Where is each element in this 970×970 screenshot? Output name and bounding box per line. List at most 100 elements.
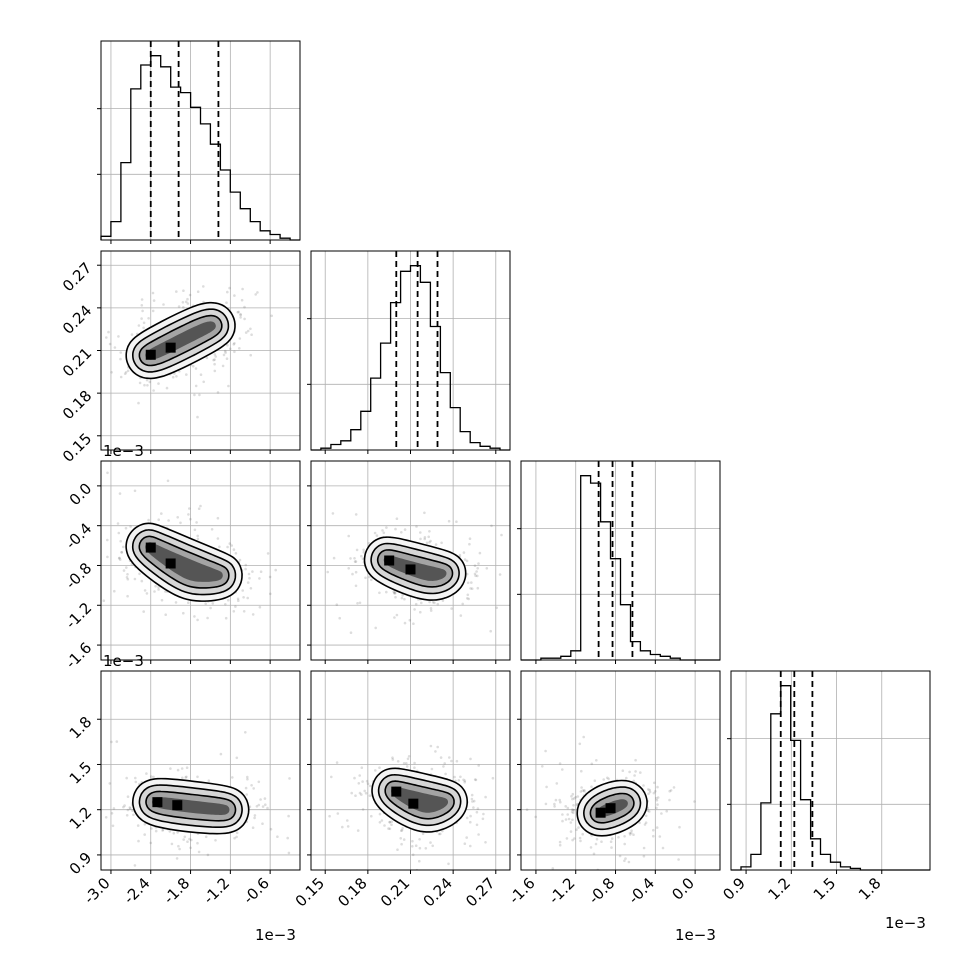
scatter-point [457, 779, 461, 782]
scatter-point [238, 337, 242, 340]
scatter-point [544, 749, 547, 753]
scatter-point [94, 321, 97, 324]
scatter-point [463, 842, 467, 845]
y-tick-label: -0.8 [62, 559, 95, 592]
scatter-point [400, 829, 404, 832]
scatter-point [106, 555, 109, 559]
y-tick-label: 1.8 [66, 713, 96, 743]
scatter-point [223, 349, 227, 353]
panel-2-2 [517, 460, 721, 664]
scatter-point [214, 355, 217, 358]
scatter-point [124, 371, 128, 374]
scatter-point [124, 526, 128, 530]
scatter-point [91, 557, 94, 560]
scatter-point [186, 302, 190, 305]
scatter-point [477, 764, 481, 767]
scatter-point [142, 321, 146, 325]
scatter-point [378, 591, 381, 595]
scatter-point [361, 808, 365, 811]
density-peak [384, 555, 395, 566]
scatter-point [193, 528, 197, 532]
x-tick-label: 0.18 [334, 874, 370, 910]
scatter-point [216, 516, 220, 520]
scatter-point [204, 602, 207, 605]
scatter-point [233, 342, 236, 345]
scatter-point [558, 840, 562, 844]
scatter-point [361, 780, 364, 783]
scatter-point [364, 576, 367, 580]
scatter-point [393, 616, 396, 619]
panel-3-2: -1.6 -1.2 -0.8 -0.4 0.0 [505, 670, 721, 908]
y-tick-label: 1.5 [66, 758, 96, 788]
scatter-point [642, 854, 646, 858]
scatter-point [133, 577, 137, 581]
scatter-point [169, 767, 172, 770]
scatter-point [419, 531, 422, 534]
scatter-point [436, 745, 440, 749]
scatter-point [419, 610, 422, 614]
scatter-point [405, 762, 408, 765]
scatter-point [119, 375, 123, 379]
scatter-point [656, 796, 660, 799]
scatter-point [119, 539, 122, 543]
scatter-point [199, 504, 202, 508]
scatter-point [362, 550, 366, 554]
scatter-point [577, 826, 580, 829]
scatter-point [210, 528, 214, 531]
scatter-point [375, 534, 379, 537]
scatter-point [579, 839, 582, 843]
scatter-point [198, 393, 201, 397]
scatter-point [194, 384, 198, 388]
scatter-point [428, 600, 431, 604]
scatter-point [256, 291, 259, 294]
scatter-point [164, 613, 167, 616]
scatter-point [473, 778, 477, 781]
scatter-point [393, 592, 396, 595]
scatter-point [129, 807, 132, 810]
scatter-point [564, 818, 568, 821]
scatter-point [561, 768, 564, 771]
scatter-point [199, 373, 203, 377]
scatter-point [610, 837, 614, 840]
scatter-point [225, 301, 228, 305]
scatter-point [235, 831, 239, 835]
scatter-point [366, 782, 370, 785]
scatter-point [466, 597, 469, 600]
scatter-point [578, 742, 582, 746]
scatter-point [249, 587, 253, 590]
scatter-point [363, 789, 367, 793]
scatter-point [253, 872, 256, 875]
scatter-point [439, 756, 443, 759]
scatter-point [618, 854, 622, 858]
scatter-point [525, 808, 529, 811]
scatter-point [138, 381, 142, 385]
scatter-point [119, 357, 122, 361]
scatter-point [482, 812, 485, 816]
scatter-point [152, 299, 156, 302]
scatter-point [129, 525, 132, 528]
scatter-point [357, 782, 361, 785]
scatter-point [575, 828, 578, 831]
scatter-point [193, 393, 196, 397]
scatter-point [151, 309, 155, 313]
scatter-point [393, 591, 396, 594]
scatter-point [162, 303, 165, 306]
scatter-point [346, 825, 350, 828]
scatter-point [232, 548, 236, 551]
scatter-point [241, 589, 244, 592]
x-tick-label: -0.6 [240, 874, 273, 907]
scatter-point [581, 832, 584, 836]
panel-3-1: 0.15 0.18 0.21 0.24 0.27 [292, 670, 511, 910]
scatter-point [216, 391, 220, 394]
scatter-point [186, 297, 189, 301]
scatter-point [177, 305, 181, 308]
scatter-point [288, 777, 291, 780]
scatter-point [474, 574, 477, 578]
scatter-point [125, 814, 129, 817]
scatter-point [388, 827, 392, 831]
scatter-point [411, 853, 415, 857]
scatter-point [566, 806, 570, 810]
scatter-point [633, 774, 636, 777]
scatter-point [567, 817, 571, 821]
scatter-point [476, 807, 480, 810]
